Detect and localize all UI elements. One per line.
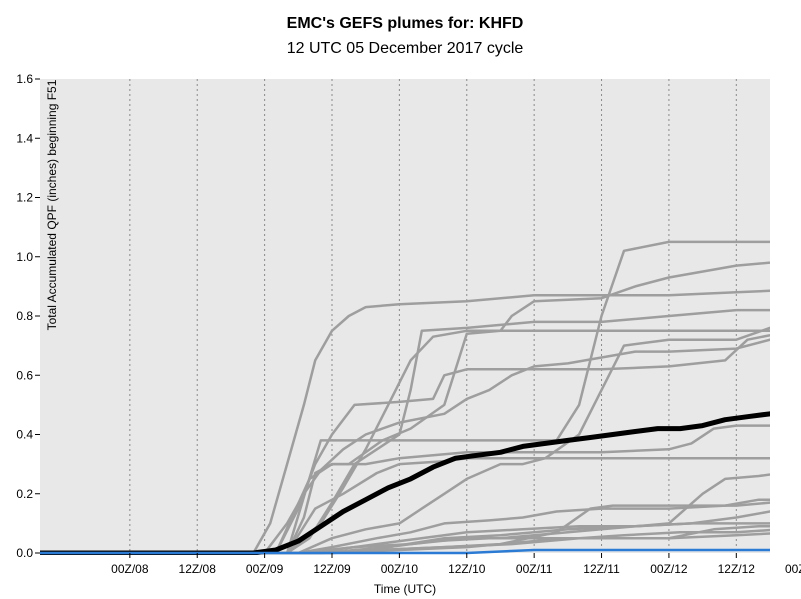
x-axis-ticks: 00Z/08 12Z/08 00Z/09 12Z/09 00Z/10 12Z/10 00Z/…	[111, 553, 801, 576]
member-line-5	[40, 338, 770, 555]
member-line-18	[40, 525, 770, 555]
x-tick-label: 00Z/09	[246, 562, 284, 576]
x-tick-label: 00Z/08	[111, 562, 149, 576]
y-tick-label: 0.6	[16, 368, 33, 382]
y-tick-label: 1.0	[16, 250, 33, 264]
x-tick-label: 12Z/10	[448, 562, 486, 576]
member-line-12	[40, 498, 770, 555]
member-line-8	[40, 326, 770, 555]
member-line-4	[40, 308, 770, 555]
x-tick-label: 00Z/11	[516, 562, 553, 576]
x-tick-label: 12Z/09	[313, 562, 351, 576]
x-tick-label: 00Z/12	[650, 562, 688, 576]
member-line-9	[40, 424, 770, 555]
ensemble-members	[40, 240, 770, 555]
x-axis-label: Time (UTC)	[374, 582, 436, 596]
x-tick-label: 00Z/10	[381, 562, 419, 576]
x-tick-label: 12Z/12	[718, 562, 756, 576]
y-axis-ticks: 0.0 0.2 0.4 0.6 0.8 1.0 1.2 1.4 1.6	[16, 72, 40, 560]
member-line-13	[40, 522, 770, 555]
control-run-line	[40, 548, 770, 555]
y-tick-label: 0.4	[16, 428, 33, 442]
y-tick-label: 0.8	[16, 309, 33, 323]
x-tick-label: 00Z/13	[785, 562, 801, 576]
y-tick-label: 0.0	[16, 546, 33, 560]
member-line-1	[40, 289, 770, 555]
x-tick-label: 12Z/11	[583, 562, 620, 576]
y-tick-label: 1.2	[16, 191, 33, 205]
chart-title: EMC's GEFS plumes for: KHFD	[287, 15, 524, 32]
plot-area	[40, 79, 770, 553]
x-tick-label: 12Z/08	[179, 562, 217, 576]
chart-subtitle: 12 UTC 05 December 2017 cycle	[287, 40, 524, 57]
member-line-7	[40, 261, 770, 555]
y-tick-label: 1.6	[16, 72, 33, 86]
member-line-11	[40, 473, 770, 555]
member-line-3	[40, 329, 770, 555]
y-tick-label: 0.2	[16, 487, 33, 501]
control-run-layer	[40, 548, 770, 555]
ensemble-mean-line	[40, 411, 770, 555]
y-tick-label: 1.4	[16, 131, 33, 145]
ensemble-mean-layer	[40, 411, 770, 555]
y-axis-label: Total Accumulated QPF (inches) beginning…	[45, 79, 59, 330]
